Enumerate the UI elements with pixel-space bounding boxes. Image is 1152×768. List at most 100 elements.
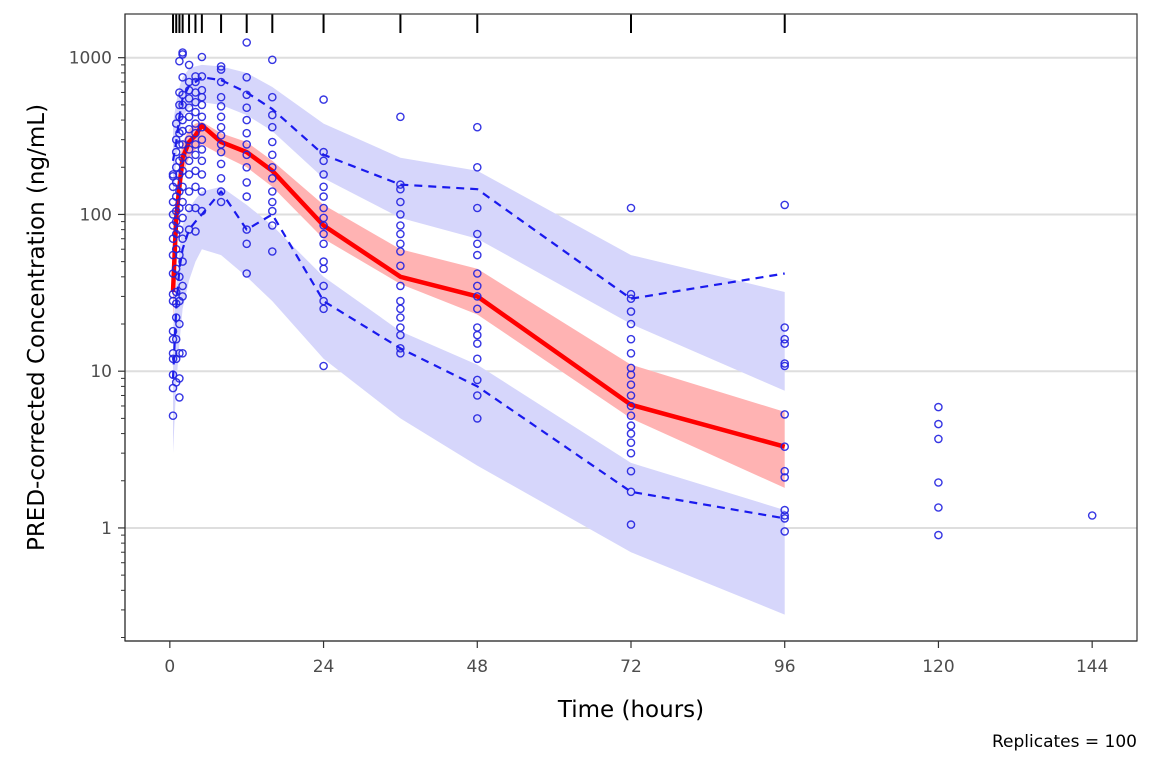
observed-point xyxy=(934,503,943,512)
observed-point xyxy=(175,56,184,66)
observed-point xyxy=(184,94,194,103)
observed-point xyxy=(242,150,251,160)
observed-point xyxy=(267,162,277,172)
observed-point xyxy=(472,239,482,249)
observed-point xyxy=(216,197,226,207)
observed-point xyxy=(197,170,207,179)
observed-point xyxy=(175,272,184,282)
observed-point xyxy=(242,225,251,234)
y-tick-label: 10 xyxy=(90,362,112,382)
observed-point xyxy=(171,313,181,322)
observed-point xyxy=(184,203,194,213)
observed-point xyxy=(396,313,405,322)
observed-point xyxy=(319,361,328,371)
observed-point xyxy=(626,401,636,411)
observed-point xyxy=(175,393,184,402)
observed-point xyxy=(267,206,277,216)
observed-point xyxy=(626,391,636,400)
observed-point xyxy=(178,115,187,125)
observed-point xyxy=(319,213,328,223)
observed-point xyxy=(175,374,184,383)
observed-point xyxy=(780,359,790,368)
observed-point xyxy=(197,85,207,95)
observed-point xyxy=(171,287,181,297)
observed-point xyxy=(178,292,187,301)
observed-point xyxy=(626,203,636,213)
observed-point xyxy=(396,281,405,291)
observed-point xyxy=(472,250,482,260)
observed-p95-line xyxy=(171,76,785,300)
p95-prediction-band xyxy=(173,64,785,391)
bin-rug-ticks xyxy=(172,14,786,33)
observed-point xyxy=(267,137,277,147)
observed-point xyxy=(178,73,187,82)
observed-point xyxy=(780,323,790,332)
observed-point xyxy=(626,363,636,373)
observed-point xyxy=(178,348,187,358)
observed-point xyxy=(319,95,328,104)
observed-point xyxy=(242,192,251,201)
observed-point xyxy=(319,147,328,157)
observed-point xyxy=(472,375,482,385)
observed-point xyxy=(780,361,790,371)
observed-point xyxy=(780,200,790,210)
observed-point xyxy=(267,187,277,196)
x-tick-label: 0 xyxy=(164,657,175,677)
observed-point xyxy=(780,514,790,523)
replicates-caption: Replicates = 100 xyxy=(992,732,1137,752)
observed-point xyxy=(242,269,251,278)
observed-point xyxy=(626,294,636,304)
observed-point xyxy=(175,140,184,149)
x-tick-label: 96 xyxy=(774,657,796,677)
observed-point xyxy=(626,520,636,529)
observed-point xyxy=(216,102,226,111)
observed-point xyxy=(780,442,790,452)
observed-point xyxy=(780,466,790,476)
observed-point xyxy=(191,107,200,117)
observed-point xyxy=(191,128,200,138)
observed-point xyxy=(472,281,482,291)
observed-point xyxy=(626,438,636,448)
observed-point xyxy=(178,257,187,266)
observed-point xyxy=(178,48,187,57)
observed-point xyxy=(626,289,636,299)
observed-point xyxy=(780,339,790,348)
observed-point xyxy=(175,225,184,234)
observed-point xyxy=(319,156,328,166)
observed-point xyxy=(197,156,207,166)
observed-point xyxy=(780,410,790,419)
observed-point xyxy=(184,112,194,122)
observed-point xyxy=(626,411,636,421)
observed-point xyxy=(197,135,207,144)
observed-point xyxy=(242,162,251,172)
observed-point xyxy=(319,203,328,213)
observed-point xyxy=(626,421,636,430)
observed-point xyxy=(626,307,636,316)
observed-point xyxy=(171,217,181,226)
observed-point xyxy=(191,119,200,128)
observed-point xyxy=(472,391,482,400)
observed-point xyxy=(396,239,405,249)
observed-point xyxy=(396,296,405,306)
observed-point xyxy=(626,380,636,390)
observed-point xyxy=(242,103,251,112)
observed-point xyxy=(472,339,482,348)
observed-point xyxy=(780,527,790,536)
observed-point xyxy=(216,112,226,122)
observed-point xyxy=(197,145,207,154)
observed-point xyxy=(472,122,482,132)
p05-prediction-band xyxy=(173,186,785,615)
observed-point xyxy=(184,103,194,112)
observed-median-line xyxy=(170,123,786,449)
observed-point xyxy=(472,414,482,423)
observed-point xyxy=(178,197,187,207)
y-tick-label: 1 xyxy=(101,519,112,539)
observed-point xyxy=(242,38,251,47)
observed-point xyxy=(178,90,187,100)
observed-point xyxy=(178,140,187,149)
observed-point xyxy=(267,173,277,183)
observed-point xyxy=(934,530,943,540)
observed-point xyxy=(197,122,207,132)
observed-point xyxy=(216,62,226,71)
observed-point xyxy=(626,448,636,458)
